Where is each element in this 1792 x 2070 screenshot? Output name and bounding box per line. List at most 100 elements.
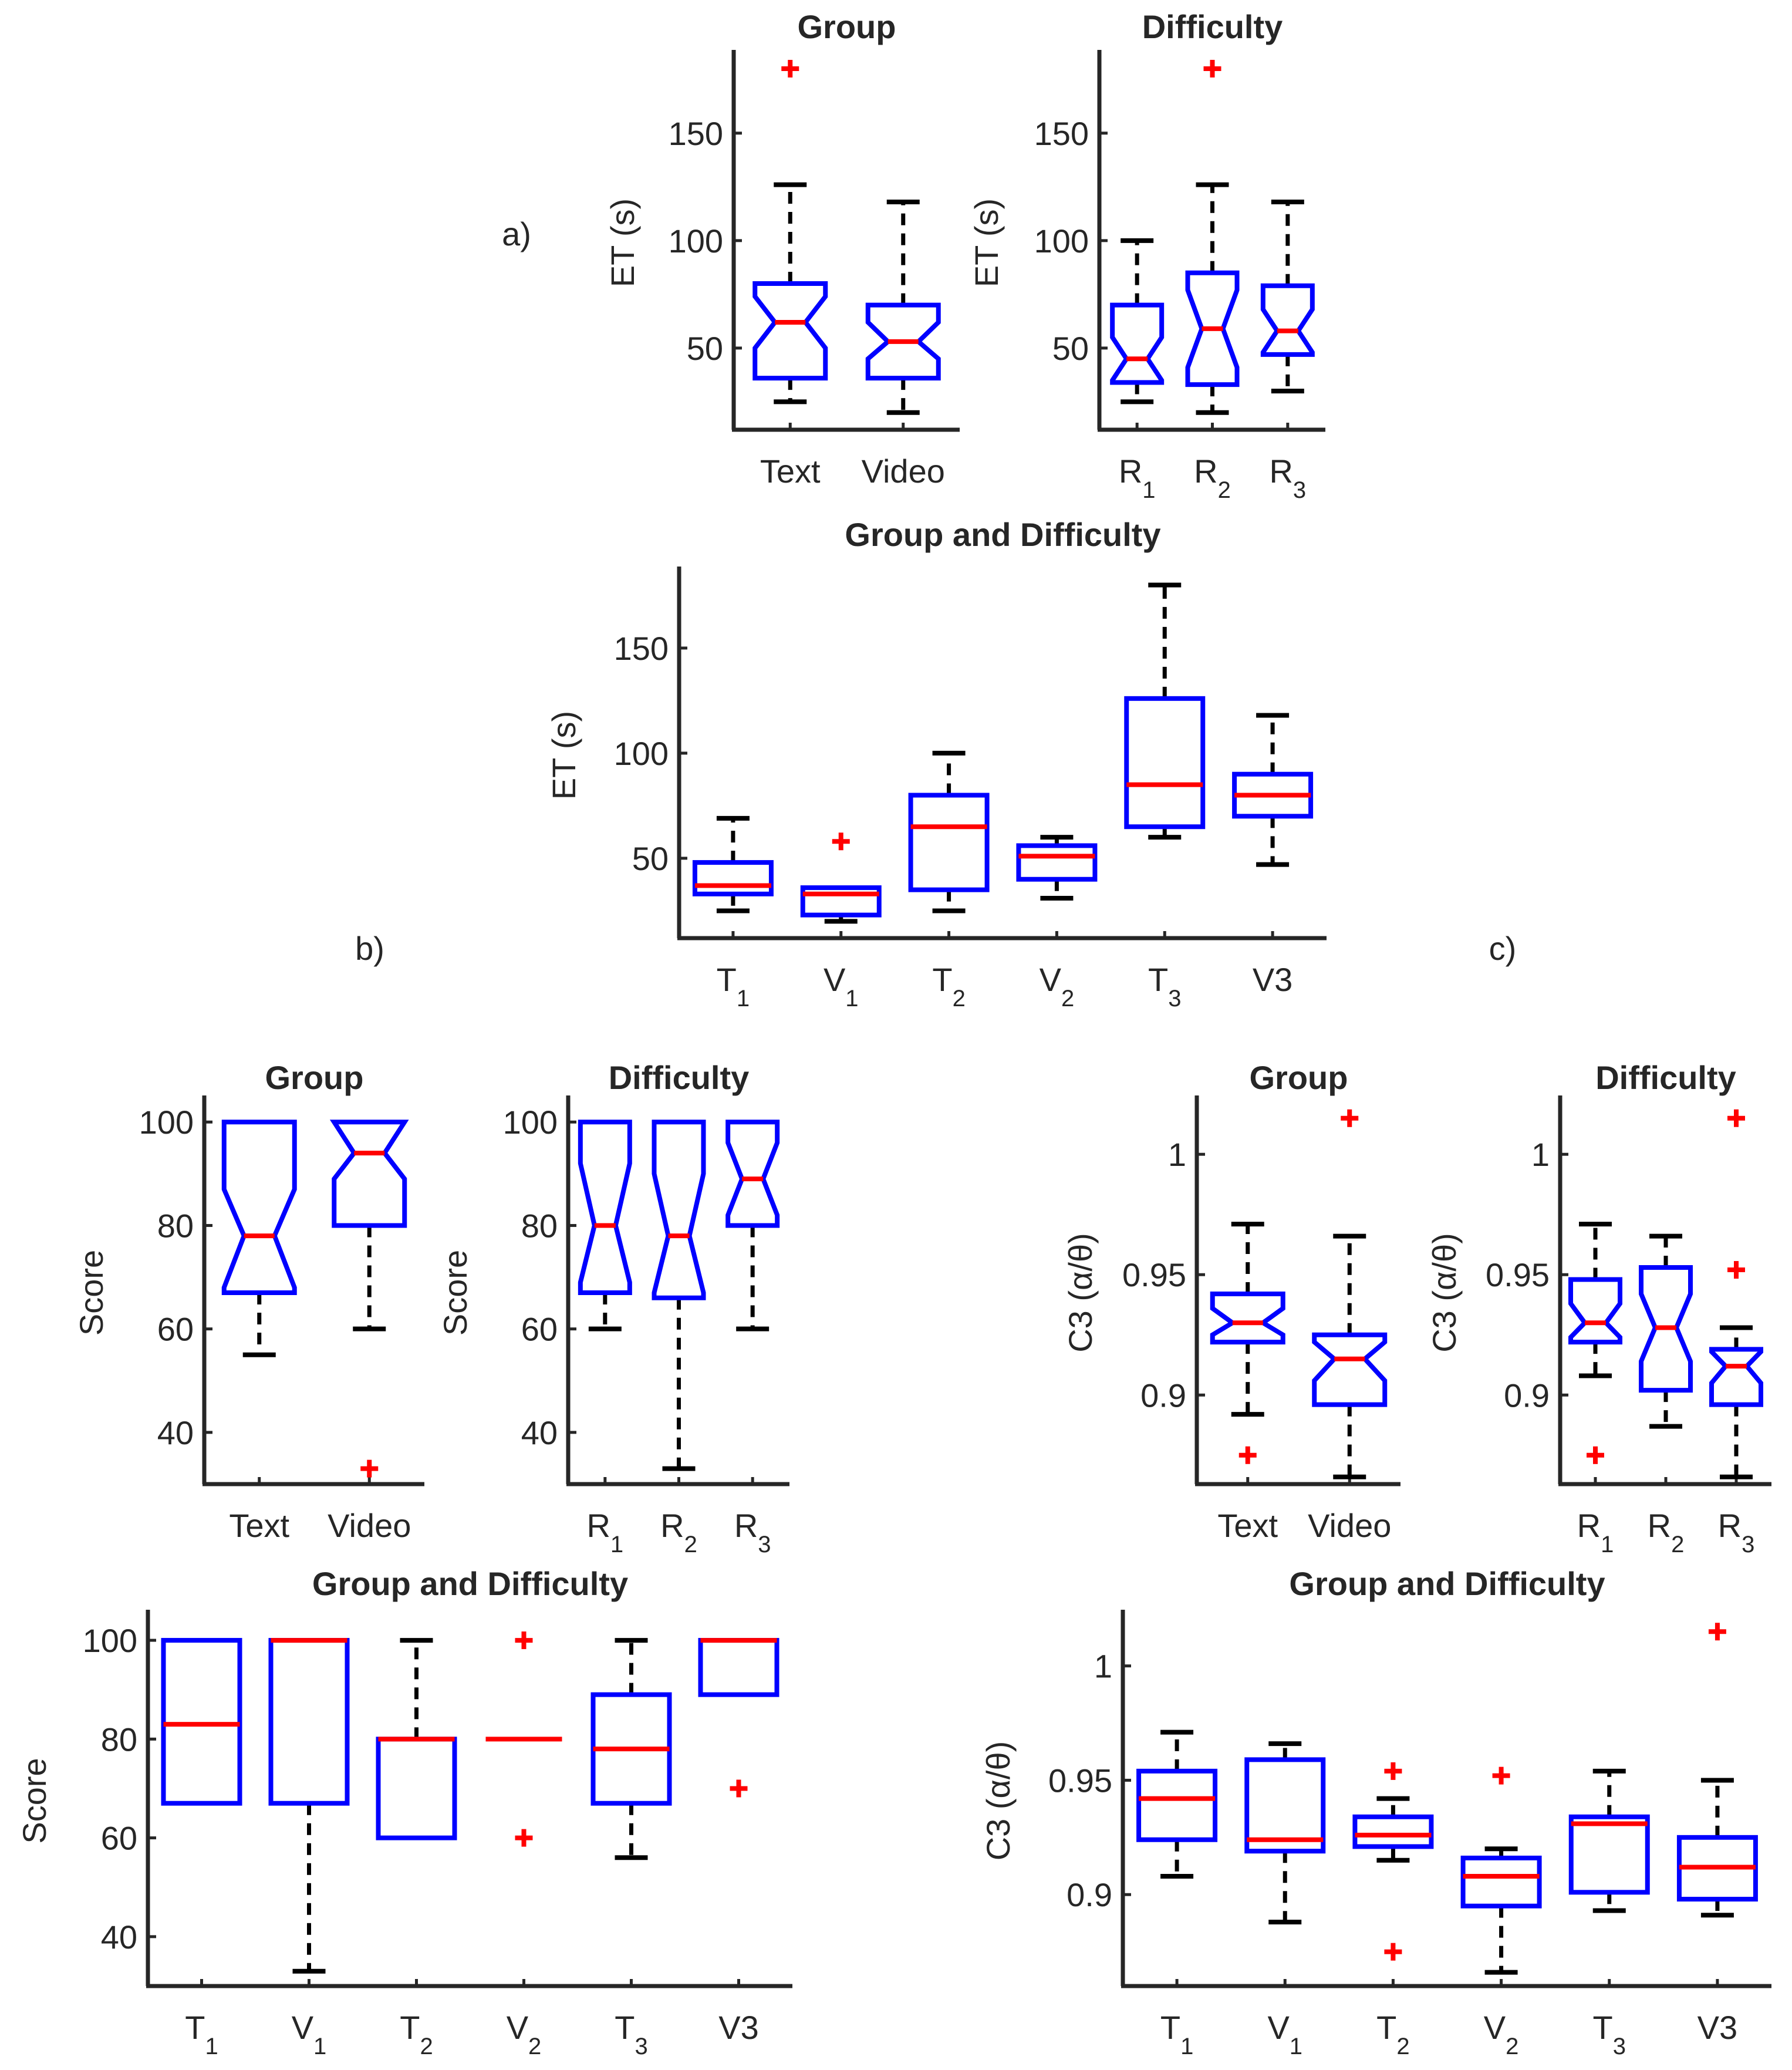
box-4 (590, 1638, 672, 1860)
y-tick-label: 0.9 (1140, 1377, 1186, 1414)
x-tick-label-main: T (1148, 961, 1168, 998)
box-body (1352, 1814, 1434, 1849)
outlier-marker (1727, 1261, 1745, 1279)
box-5 (698, 1638, 779, 1798)
y-tick-label: 80 (521, 1207, 558, 1244)
chart-b3: Group and Difficulty406080100ScoreT1V1T2… (16, 1565, 792, 2059)
outlier-marker (1203, 59, 1221, 77)
x-tick-label-subscript: 3 (1293, 477, 1306, 503)
x-tick-label: T3 (1593, 2009, 1626, 2059)
x-tick-label-main: V (507, 2009, 529, 2046)
x-tick-label-main: V (292, 2009, 314, 2046)
box-0 (221, 1120, 297, 1357)
y-axis-label: ET (s) (968, 198, 1005, 287)
x-tick-label: T1 (1160, 2009, 1193, 2059)
box-2 (1709, 1109, 1763, 1479)
y-axis-label: C3 (α/θ) (980, 1741, 1017, 1861)
y-axis-label: Score (73, 1250, 110, 1336)
y-tick-label: 100 (669, 222, 723, 259)
y-tick-label: 50 (687, 330, 723, 367)
outlier-marker (1384, 1943, 1402, 1961)
x-tick-label: Text (760, 453, 821, 490)
x-tick-label: Video (328, 1507, 411, 1544)
x-tick-label-subscript: 1 (1601, 1532, 1614, 1557)
y-tick-label: 100 (614, 735, 669, 772)
outlier-marker (832, 832, 850, 851)
box-2 (908, 750, 990, 913)
x-tick-label-subscript: 2 (1506, 2034, 1518, 2059)
outlier-marker (1238, 1446, 1257, 1464)
chart-title: Group (1250, 1059, 1348, 1096)
x-tick-label: V1 (1267, 2009, 1302, 2059)
box-5 (1232, 713, 1314, 867)
outlier-marker (1727, 1109, 1745, 1127)
box-body (1312, 1332, 1388, 1407)
box-body (221, 1120, 297, 1295)
box-1 (268, 1638, 350, 1974)
y-tick-label: 60 (101, 1820, 137, 1857)
y-tick-label: 0.95 (1048, 1762, 1112, 1799)
chart-title: Group (265, 1059, 364, 1096)
x-tick-label: Video (1308, 1507, 1391, 1544)
chart-title: Group (798, 8, 896, 45)
box-body (1185, 270, 1240, 387)
x-tick-label-subscript: 1 (610, 1532, 623, 1557)
chart-title: Difficulty (609, 1059, 750, 1096)
x-tick-label-subscript: 1 (845, 986, 858, 1012)
x-tick-label: T2 (400, 2009, 433, 2059)
box-body (1136, 1768, 1218, 1842)
y-tick-label: 0.95 (1122, 1256, 1186, 1293)
y-axis-label: ET (s) (545, 711, 582, 800)
box-2 (1352, 1762, 1434, 1961)
y-tick-label: 1 (1168, 1136, 1186, 1173)
x-tick-label-main: Video (1308, 1507, 1391, 1544)
x-tick-label: T2 (932, 961, 965, 1012)
x-tick-label-main: T (1593, 2009, 1613, 2046)
panel-label-c: c) (1489, 930, 1517, 967)
x-tick-label-main: Text (229, 1507, 289, 1544)
chart-a1: Group 50 100 150 ET (s) Text Video (604, 8, 960, 490)
x-tick-label: V3 (718, 2009, 759, 2046)
box-body (692, 860, 774, 896)
x-tick-label-subscript: 2 (1061, 986, 1074, 1012)
box-3 (1460, 1766, 1542, 1975)
box-body (161, 1638, 242, 1806)
y-axis-label: C3 (α/θ) (1062, 1233, 1099, 1353)
x-tick-label-subscript: 1 (1290, 2034, 1302, 2059)
x-tick-label: T2 (1376, 2009, 1409, 2059)
y-tick-label: 60 (521, 1311, 558, 1348)
x-tick-label-main: R (1269, 453, 1292, 490)
x-tick-label-subscript: 1 (205, 2034, 218, 2059)
x-tick-label-main: R (660, 1507, 684, 1544)
box-body (1568, 1277, 1622, 1345)
y-tick-label: 0.9 (1504, 1377, 1550, 1414)
y-tick-label: 50 (632, 840, 669, 877)
x-tick-label-main: V (1267, 2009, 1290, 2046)
x-tick-label-main: Video (328, 1507, 411, 1544)
box-1 (800, 832, 882, 924)
x-tick-label: T3 (1148, 961, 1181, 1012)
box-5 (1676, 1623, 1758, 1918)
box-body (800, 885, 882, 918)
x-tick-label: Text (1217, 1507, 1278, 1544)
y-tick-label: 150 (669, 115, 723, 152)
box-2 (376, 1638, 457, 1840)
chart-b1: Group 40 60 80 100 Score Text Video (73, 1059, 424, 1544)
y-tick-label: 100 (83, 1622, 137, 1659)
box-body (1639, 1265, 1693, 1393)
x-tick-label-main: V3 (1697, 2009, 1738, 2046)
y-tick-label: 1 (1094, 1648, 1112, 1685)
x-tick-label: V2 (1040, 961, 1075, 1012)
y-axis-label: C3 (α/θ) (1426, 1233, 1463, 1353)
x-tick-label-main: V3 (718, 2009, 759, 2046)
x-tick-label: T1 (717, 961, 750, 1012)
x-tick-label: R3 (1269, 453, 1306, 503)
box-1 (865, 199, 941, 415)
x-tick-label-main: V3 (1253, 961, 1293, 998)
y-tick-label: 0.95 (1486, 1256, 1550, 1293)
outlier-marker (1587, 1446, 1604, 1464)
x-tick-label-main: R (1648, 1507, 1671, 1544)
